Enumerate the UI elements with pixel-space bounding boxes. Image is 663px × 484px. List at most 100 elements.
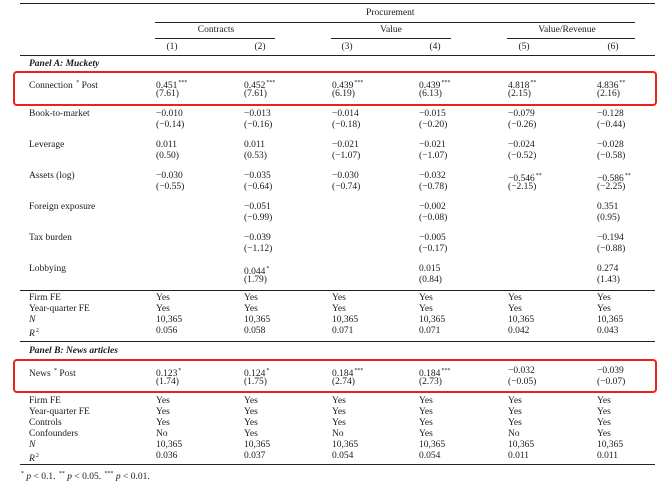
t-statistic: (1.79) [244,275,267,285]
coefficient: −0.030 [332,171,359,181]
stat-label: Firm FE [29,293,61,303]
panel-a-stats-rule [20,290,655,291]
t-statistic: (−0.17) [419,244,448,254]
stat-value: Yes [244,429,258,439]
stat-value: 0.042 [508,326,530,336]
t-statistic: (−0.05) [508,377,537,387]
stat-value: Yes [244,418,258,428]
coefficient: −0.039 [597,366,624,376]
stat-value: Yes [508,396,522,406]
stat-value: 0.071 [419,326,441,336]
group-header-1: Value [380,25,402,35]
stat-value: Yes [156,418,170,428]
stat-value: 0.058 [244,326,266,336]
t-statistic: (−2.15) [508,182,537,192]
coefficient: 0.124* [244,368,270,379]
coefficient: −0.015 [419,109,446,119]
t-statistic: (1.74) [156,377,179,387]
significance-stars: ** [530,80,537,86]
stat-value: Yes [332,418,346,428]
coefficient: −0.021 [332,140,359,150]
coefficient: 0.184*** [332,368,364,379]
stat-value: Yes [419,407,433,417]
stat-label: N [29,440,36,450]
t-statistic: (−0.58) [597,151,626,161]
stat-label: R2 [29,328,39,339]
significance-stars: * [266,266,270,272]
coefficient: −0.005 [419,233,446,243]
t-statistic: (−0.74) [332,182,361,192]
stat-value: Yes [244,293,258,303]
coefficient: −0.079 [508,109,535,119]
stat-value: Yes [508,407,522,417]
group-rule-1 [331,38,451,39]
stat-label: Controls [29,418,62,428]
stat-value: Yes [156,293,170,303]
coefficient: −0.035 [244,171,271,181]
header-bottom-rule [20,55,655,56]
stat-value: Yes [332,304,346,314]
row-label: Lobbying [29,264,66,274]
coefficient: 0.439*** [419,80,451,91]
group-header-0: Contracts [197,25,235,35]
stat-value: 0.054 [419,451,441,461]
coefficient: −0.032 [419,171,446,181]
stat-value: Yes [419,293,433,303]
coefficient: 4.818** [508,80,537,91]
column-number-6: (6) [607,42,619,52]
stat-value: Yes [156,407,170,417]
significance-stars: ** [535,173,542,179]
stat-value: Yes [156,396,170,406]
column-number-4: (4) [429,42,441,52]
stat-label: R2 [29,453,39,464]
coefficient: −0.039 [244,233,271,243]
significance-stars: *** [266,80,276,86]
t-statistic: (7.61) [244,89,267,99]
stat-value: 0.054 [332,451,354,461]
stat-value: 0.037 [244,451,266,461]
t-statistic: (−1.12) [244,244,273,254]
t-statistic: (0.95) [597,213,620,223]
procurement-header: Procurement [366,8,415,18]
stat-value: Yes [244,396,258,406]
significance-stars: *** [354,368,364,374]
stat-value: 10,365 [508,315,535,325]
row-label: News * Post [29,368,76,379]
t-statistic: (−0.08) [419,213,448,223]
t-statistic: (−0.99) [244,213,273,223]
t-statistic: (0.50) [156,151,179,161]
highlight-box-connection [13,71,657,106]
t-statistic: (−2.25) [597,182,626,192]
stat-value: 10,365 [508,440,535,450]
coefficient: 0.011 [244,140,266,150]
stat-value: Yes [597,407,611,417]
t-statistic: (−1.07) [332,151,361,161]
coefficient: 0.011 [156,140,178,150]
t-statistic: (1.43) [597,275,620,285]
column-number-2: (2) [254,42,266,52]
stat-value: 0.011 [597,451,619,461]
coefficient: −0.051 [244,202,271,212]
t-statistic: (−0.78) [419,182,448,192]
t-statistic: (−0.14) [156,120,185,130]
coefficient: −0.128 [597,109,624,119]
stat-value: 10,365 [156,440,183,450]
panel-a-title: Panel A: Muckety [29,59,100,69]
coefficient: −0.586** [597,173,631,184]
column-number-1: (1) [166,42,178,52]
t-statistic: (2.15) [508,89,531,99]
significance-stars: *** [178,80,188,86]
stat-value: 0.036 [156,451,178,461]
coefficient: −0.194 [597,233,624,243]
t-statistic: (−0.64) [244,182,273,192]
stat-value: Yes [156,304,170,314]
top-rule [20,3,655,4]
coefficient: −0.024 [508,140,535,150]
coefficient: 4.836** [597,80,626,91]
coefficient: −0.010 [156,109,183,119]
row-label: Book-to-market [29,109,90,119]
stat-value: Yes [508,304,522,314]
t-statistic: (1.75) [244,377,267,387]
panel-b-top-rule [20,341,655,342]
coefficient: −0.013 [244,109,271,119]
